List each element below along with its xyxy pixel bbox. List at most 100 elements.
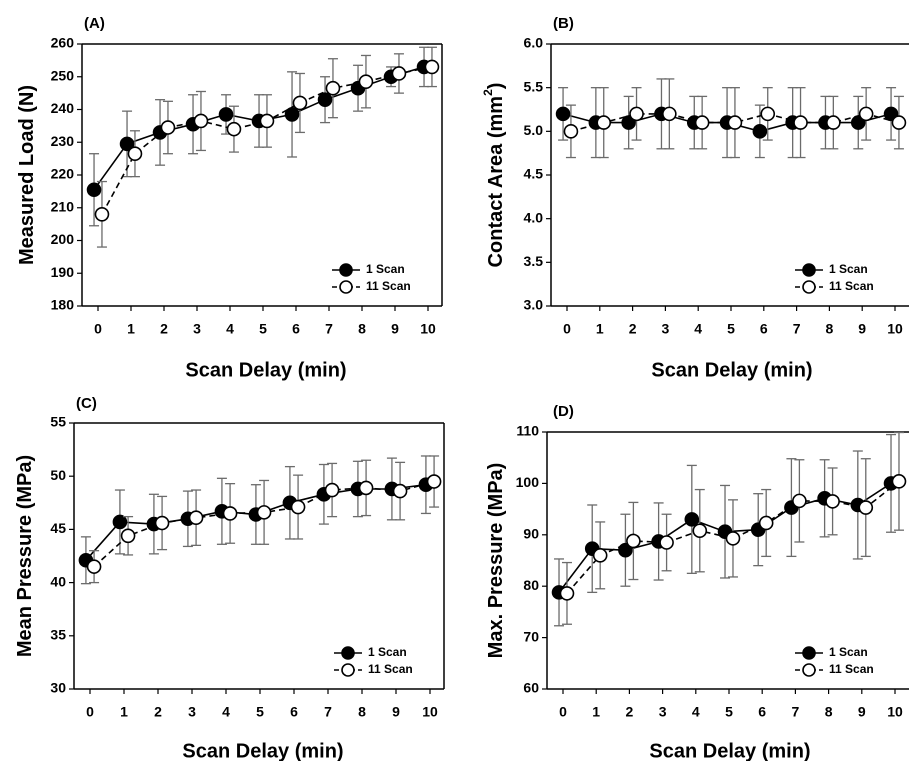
legend-marker (339, 280, 353, 294)
x-tick-label: 3 (662, 321, 670, 337)
x-tick-label: 8 (825, 704, 833, 720)
data-point (218, 107, 234, 122)
y-axis-title-main: Measured Load (N) (16, 85, 38, 265)
x-tick-label: 0 (86, 704, 94, 720)
legend-label: 1 Scan (829, 262, 868, 276)
data-point (325, 80, 341, 96)
data-point (891, 474, 907, 489)
y-axis-title: Contact Area (mm2) (481, 83, 507, 268)
data-point (662, 106, 677, 122)
y-axis-title-tail: ) (485, 83, 507, 90)
y-axis-title-superscript: 2 (481, 89, 495, 96)
legend-label: 11 Scan (366, 279, 411, 293)
legend-item: 11 Scan (795, 662, 874, 677)
series-open (94, 46, 440, 248)
y-tick-label: 250 (51, 67, 75, 83)
legend-marker (802, 663, 816, 677)
data-point (391, 66, 407, 81)
series-open (86, 455, 442, 584)
data-point (563, 124, 579, 139)
y-tick-label: 260 (51, 35, 75, 51)
y-tick-label: 3.5 (524, 253, 544, 269)
data-point (112, 514, 128, 530)
data-point (324, 482, 340, 498)
x-tick-label: 7 (793, 321, 801, 337)
legend-item: 1 Scan (332, 262, 405, 277)
x-tick-label: 10 (422, 704, 438, 720)
x-tick-label: 4 (692, 704, 700, 720)
legend-item: 11 Scan (332, 279, 411, 294)
x-tick-label: 4 (222, 704, 230, 720)
y-tick-label: 90 (523, 526, 539, 542)
y-tick-label: 5.0 (524, 122, 544, 138)
x-tick-label: 5 (259, 321, 267, 337)
data-point (86, 182, 102, 198)
x-tick-label: 0 (559, 704, 567, 720)
legend-item: 11 Scan (334, 662, 413, 677)
x-tick-label: 8 (358, 321, 366, 337)
x-tick-label: 6 (292, 321, 300, 337)
y-tick-label: 230 (51, 133, 75, 149)
data-point (392, 483, 408, 499)
y-tick-label: 55 (50, 414, 66, 430)
y-axis-title: Measured Load (N) (16, 85, 38, 265)
data-point (188, 510, 204, 525)
x-tick-label: 9 (858, 321, 866, 337)
y-tick-label: 30 (50, 680, 66, 696)
x-tick-label: 7 (324, 704, 332, 720)
x-tick-label: 10 (420, 321, 436, 337)
data-point (659, 535, 674, 550)
data-point (358, 74, 374, 89)
legend-marker (802, 263, 816, 277)
x-tick-label: 0 (94, 321, 102, 337)
series-open (563, 78, 907, 159)
x-tick-label: 5 (725, 704, 733, 720)
x-axis-title: Scan Delay (min) (182, 740, 343, 761)
legend-label: 1 Scan (829, 645, 868, 659)
series-filled (551, 433, 899, 627)
data-point (618, 542, 633, 558)
panel-label: (C) (76, 395, 97, 412)
x-tick-label: 2 (160, 321, 168, 337)
data-point (154, 515, 170, 531)
data-point (555, 106, 571, 122)
data-point (760, 106, 776, 122)
data-point (596, 115, 612, 130)
legend-marker (339, 263, 353, 277)
x-tick-label: 8 (826, 321, 834, 337)
data-point (725, 531, 741, 546)
data-point (727, 115, 743, 130)
x-tick-label: 1 (127, 321, 135, 337)
legend-marker (341, 646, 355, 660)
x-axis-title: Scan Delay (min) (649, 740, 810, 761)
x-tick-label: 9 (858, 704, 866, 720)
x-tick-label: 7 (792, 704, 800, 720)
y-tick-label: 110 (516, 423, 539, 439)
data-point (629, 106, 644, 122)
x-tick-label: 1 (596, 321, 604, 337)
x-tick-label: 7 (325, 321, 333, 337)
y-tick-label: 200 (51, 231, 75, 247)
legend-label: 1 Scan (366, 262, 405, 276)
x-tick-label: 5 (727, 321, 735, 337)
legend-label: 1 Scan (368, 645, 407, 659)
legend-label: 11 Scan (829, 279, 874, 293)
y-tick-label: 4.5 (524, 166, 544, 182)
chart-panel: (A) 180 190 200 210 220 230 240 250 260 0 1 2 3 4 5 6 7 8 9… (16, 15, 443, 381)
legend-marker (802, 646, 816, 660)
x-axis-title: Scan Delay (min) (651, 359, 812, 381)
legend-marker (341, 663, 355, 677)
y-tick-label: 220 (51, 166, 75, 182)
legend-label: 11 Scan (368, 662, 413, 676)
data-point (226, 121, 242, 137)
chart-panel: (D) 60 70 80 90 100 110 0 1 2 3 4 5 6 7 8 9 10 Scan Delay … (485, 403, 909, 762)
data-point (858, 106, 874, 122)
data-point (891, 115, 907, 130)
data-point (358, 480, 374, 496)
data-point (792, 493, 807, 509)
data-point (160, 120, 176, 135)
legend-item: 11 Scan (795, 279, 874, 294)
y-tick-label: 180 (51, 297, 75, 313)
